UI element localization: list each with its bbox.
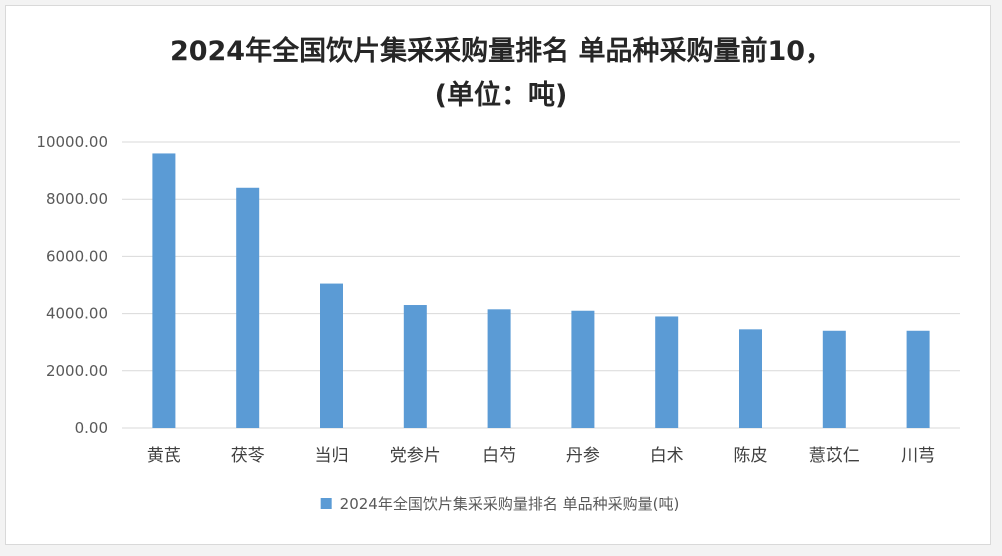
x-category-label: 丹参 bbox=[566, 446, 600, 466]
x-category-label: 薏苡仁 bbox=[809, 446, 860, 466]
bar bbox=[655, 316, 679, 428]
gridlines bbox=[122, 141, 960, 429]
bar bbox=[571, 310, 595, 428]
x-category-label: 陈皮 bbox=[734, 446, 768, 466]
legend-swatch bbox=[320, 498, 332, 509]
y-tick-label: 0.00 bbox=[75, 419, 108, 437]
bar bbox=[320, 283, 343, 428]
bar bbox=[822, 330, 846, 428]
chart-title-line2: (单位：吨) bbox=[434, 80, 568, 111]
chart-title-line1: 2024年全国饮片集采采购量排名 单品种采购量前10， bbox=[169, 36, 833, 67]
bar bbox=[906, 330, 930, 428]
x-category-label: 党参片 bbox=[390, 446, 441, 466]
bar bbox=[236, 187, 260, 428]
bar bbox=[739, 329, 762, 428]
bar bbox=[152, 153, 176, 428]
x-category-label: 川芎 bbox=[901, 446, 935, 466]
y-tick-label: 6000.00 bbox=[46, 247, 108, 265]
x-category-label: 当归 bbox=[315, 446, 349, 466]
bar bbox=[487, 309, 511, 428]
x-category-label: 茯苓 bbox=[231, 446, 265, 466]
y-tick-label: 10000.00 bbox=[36, 133, 108, 151]
x-axis-labels: 黄芪 茯苓 当归 党参片 白芍 丹参 白术 陈皮 薏苡仁 川芎 bbox=[147, 446, 935, 466]
y-tick-label: 4000.00 bbox=[46, 305, 108, 323]
x-category-label: 黄芪 bbox=[147, 446, 181, 466]
bar bbox=[403, 305, 427, 428]
y-axis-ticks: 0.00 2000.00 4000.00 6000.00 8000.00 10000.00 bbox=[36, 133, 108, 437]
y-tick-label: 8000.00 bbox=[46, 190, 108, 208]
y-tick-label: 2000.00 bbox=[46, 362, 108, 380]
x-category-label: 白芍 bbox=[482, 446, 516, 466]
legend-label: 2024年全国饮片集采采购量排名 单品种采购量(吨) bbox=[340, 495, 680, 513]
x-category-label: 白术 bbox=[650, 446, 684, 466]
bars bbox=[152, 153, 930, 428]
legend: 2024年全国饮片集采采购量排名 单品种采购量(吨) bbox=[320, 495, 680, 513]
chart-title: 2024年全国饮片集采采购量排名 单品种采购量前10， (单位：吨) bbox=[0, 30, 1002, 118]
